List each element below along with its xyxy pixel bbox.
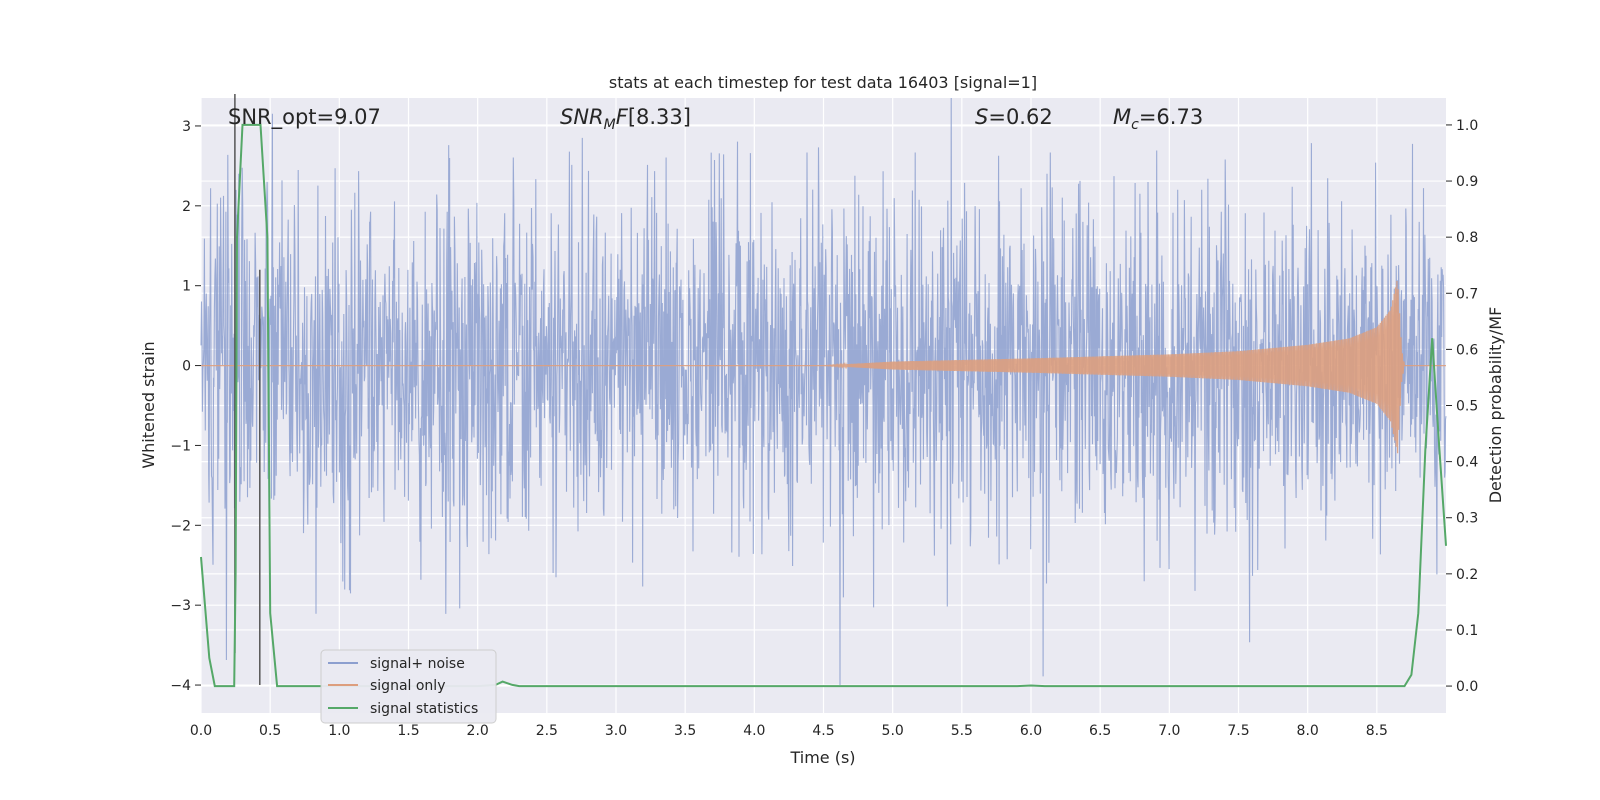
axis-ticks: 0.0 0.5 1.0 1.5 2.0 2.5 3.0 3.5 4.0 4.5 5.0 5.5 6.0 6…	[170, 118, 1478, 739]
x-axis-label: Time (s)	[789, 748, 855, 767]
y-axis-label-right: Detection probability/MF	[1486, 307, 1505, 504]
legend-box	[320, 649, 497, 724]
y-tick-label-left: 0	[182, 359, 191, 375]
x-tick-label: 4.0	[743, 723, 765, 739]
legend-label-signal-statistics: signal statistics	[370, 701, 478, 717]
x-tick-label: 2.0	[467, 723, 489, 739]
y-tick-label-right: 0.4	[1456, 455, 1478, 471]
x-tick-label: 3.5	[674, 723, 696, 739]
x-tick-label: 8.0	[1297, 723, 1319, 739]
y-axis-label-left: Whitened strain	[139, 341, 158, 468]
series-signal-noise	[200, 97, 1447, 686]
annotation-snr-opt: SNR_opt=9.07	[228, 105, 381, 130]
x-tick-label: 4.5	[812, 723, 834, 739]
x-tick-label: 3.0	[605, 723, 627, 739]
y-tick-label-right: 0.1	[1456, 623, 1478, 639]
x-tick-label: 5.0	[882, 723, 904, 739]
y-tick-label-left: −2	[170, 518, 191, 534]
chart-title: stats at each timestep for test data 164…	[609, 73, 1037, 92]
y-tick-label-right: 0.3	[1456, 511, 1478, 527]
x-tick-label: 5.5	[951, 723, 973, 739]
y-tick-label-right: 0.6	[1456, 342, 1478, 358]
y-tick-label-left: 1	[182, 279, 191, 295]
legend-label-signal-only: signal only	[370, 678, 445, 694]
x-tick-label: 6.5	[1089, 723, 1111, 739]
x-tick-label: 0.5	[259, 723, 281, 739]
x-tick-label: 7.0	[1158, 723, 1180, 739]
y-tick-label-right: 0.8	[1456, 230, 1478, 246]
y-tick-label-left: 2	[182, 199, 191, 215]
y-tick-label-right: 0.5	[1456, 399, 1478, 415]
annotation-mc-value: =6.73	[1139, 105, 1203, 129]
y-tick-label-left: −4	[170, 678, 191, 694]
x-tick-label: 2.5	[536, 723, 558, 739]
series-signal-only	[201, 280, 1446, 454]
y-tick-label-left: 3	[182, 119, 191, 135]
x-tick-label: 1.0	[328, 723, 350, 739]
annotation-snr-mf: SNRMF[8.33]	[560, 105, 691, 133]
y-tick-label-right: 0.2	[1456, 567, 1478, 583]
y-tick-label-right: 1.0	[1456, 118, 1478, 134]
annotation-mc: Mc=6.73	[1113, 105, 1203, 133]
legend-label-signal-noise: signal+ noise	[370, 656, 465, 672]
y-tick-label-right: 0.7	[1456, 286, 1478, 302]
y-tick-label-left: −3	[170, 598, 191, 614]
legend: signal+ noise signal only signal statist…	[320, 649, 497, 724]
x-tick-label: 8.5	[1366, 723, 1388, 739]
annotation-snr-mf-value: [8.33]	[628, 105, 691, 129]
annotation-s-value: =0.62	[988, 105, 1052, 129]
series-line-signal-only	[201, 280, 1446, 454]
x-tick-label: 1.5	[397, 723, 419, 739]
y-tick-label-right: 0.9	[1456, 174, 1478, 190]
x-tick-label: 7.5	[1227, 723, 1249, 739]
y-tick-label-right: 0.0	[1456, 679, 1478, 695]
annotation-s: S=0.62	[975, 105, 1053, 129]
series-line-signal-noise	[200, 97, 1447, 686]
y-tick-label-left: −1	[170, 438, 191, 454]
x-tick-label: 6.0	[1020, 723, 1042, 739]
x-tick-label: 0.0	[190, 723, 212, 739]
